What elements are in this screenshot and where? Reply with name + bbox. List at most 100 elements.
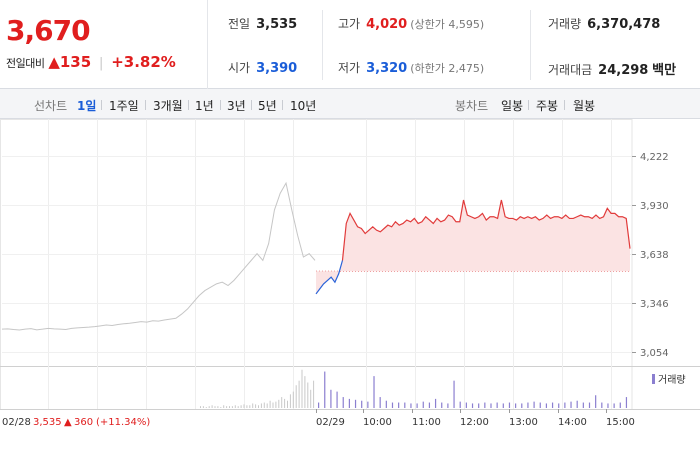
x-tick-label: 15:00 <box>606 417 635 428</box>
candle-chart-title: 봉차트 <box>455 99 489 113</box>
volume-bar-today <box>379 397 381 408</box>
divider <box>564 100 565 110</box>
tab-1y[interactable]: 1년 <box>195 99 214 113</box>
today-line-above <box>341 199 631 261</box>
volume-bar-today <box>367 401 369 408</box>
stat-value: 6,370,478 <box>587 17 661 32</box>
volume-bar-today <box>601 402 603 408</box>
x-tick-label: 12:00 <box>460 417 489 428</box>
volume-bar-prev <box>310 389 312 408</box>
change-percent: +3.82% <box>111 53 176 71</box>
chart-tab-bar: 선차트 1일 1주일 3개월 1년 3년 5년 10년 봉차트 일봉 주봉 월봉 <box>0 89 700 119</box>
volume-bar-prev <box>229 406 230 408</box>
volume-bar-today <box>582 402 584 408</box>
volume-bar-today <box>434 398 437 408</box>
tab-3m[interactable]: 3개월 <box>153 99 183 113</box>
today-line-below <box>315 260 344 295</box>
stat-turnover: 거래대금 24,298 백만 <box>548 59 676 78</box>
volume-bar-today <box>471 403 474 408</box>
stat-label: 거래대금 <box>548 63 593 77</box>
volume-bar-today <box>564 402 566 408</box>
tab-5y[interactable]: 5년 <box>258 99 277 113</box>
volume-bar-today <box>558 403 560 408</box>
volume-bar-today <box>324 371 326 408</box>
volume-bar-prev <box>237 406 239 408</box>
volume-bar-today <box>478 403 480 408</box>
tab-monthly[interactable]: 월봉 <box>573 99 596 113</box>
y-tick-label: 3,930 <box>640 201 669 212</box>
volume-bar-today <box>515 403 517 408</box>
tab-10y[interactable]: 10년 <box>290 99 317 113</box>
price-chart[interactable]: 4,222 3,930 3,638 3,346 3,054 02/29 10:00 11:0… <box>0 119 700 450</box>
volume-bar-today <box>619 402 621 408</box>
volume-bar-today <box>453 380 455 408</box>
legend-label: 거래량 <box>658 374 686 386</box>
volume-bars <box>200 369 628 408</box>
volume-bar-prev <box>231 406 233 408</box>
volume-legend: 거래량 <box>652 374 686 386</box>
stat-label: 고가 <box>338 17 361 31</box>
volume-bar-today <box>385 400 387 408</box>
volume-bar-today <box>348 398 350 408</box>
volume-bar-prev <box>252 403 254 408</box>
volume-bar-prev <box>258 405 259 408</box>
tab-1w[interactable]: 1주일 <box>109 99 139 113</box>
x-tick-label: 02/29 <box>316 417 345 428</box>
volume-bar-today <box>391 402 394 408</box>
volume-bar-prev <box>287 400 288 408</box>
up-arrow-icon: ▲ <box>48 53 60 71</box>
stat-value: 3,320 <box>366 61 408 76</box>
volume-bar-prev <box>217 406 219 408</box>
volume-bar-prev <box>214 406 216 408</box>
footer-percent: (+11.34%) <box>96 417 150 428</box>
volume-bar-prev <box>234 405 236 408</box>
volume-bar-today <box>545 403 548 408</box>
volume-bar-prev <box>243 404 245 408</box>
stat-label: 전일 <box>228 17 251 31</box>
volume-bar-today <box>484 402 486 408</box>
volume-bar-today <box>410 403 412 408</box>
volume-bar-today <box>521 403 523 408</box>
tab-1d[interactable]: 1일 <box>77 99 97 113</box>
stat-value: 3,535 <box>256 17 298 32</box>
volume-bar-today <box>373 376 375 408</box>
divider <box>322 10 323 80</box>
volume-bar-today <box>441 402 443 408</box>
stat-value: 24,298 <box>598 63 649 78</box>
volume-bar-prev <box>202 406 204 408</box>
volume-bar-prev <box>313 380 315 408</box>
volume-bar-today <box>447 403 449 408</box>
tab-weekly[interactable]: 주봉 <box>536 99 559 113</box>
y-tick-label: 3,638 <box>640 250 669 261</box>
volume-bar-today <box>330 389 332 408</box>
x-tick-label: 14:00 <box>558 417 587 428</box>
tab-daily[interactable]: 일봉 <box>501 99 524 113</box>
volume-bar-today <box>539 402 541 408</box>
price-lines <box>1 181 631 331</box>
volume-bar-today <box>318 402 320 408</box>
volume-bar-prev <box>226 406 228 408</box>
volume-bar-today <box>551 402 554 408</box>
stat-label: 거래량 <box>548 17 582 31</box>
divider <box>282 100 283 110</box>
change-row: 전일대비 ▲135 | +3.82% <box>6 53 176 71</box>
volume-bar-prev <box>211 405 213 408</box>
divider <box>145 100 146 110</box>
volume-bar-prev <box>304 376 306 408</box>
volume-bar-today <box>625 397 628 408</box>
x-tick-label: 13:00 <box>509 417 538 428</box>
volume-bar-prev <box>269 400 271 408</box>
volume-bar-prev <box>292 391 294 408</box>
x-tick-label: 11:00 <box>412 417 441 428</box>
volume-bar-prev <box>284 398 286 408</box>
tab-3y[interactable]: 3년 <box>227 99 246 113</box>
volume-bar-prev <box>220 407 222 408</box>
volume-bar-prev <box>298 380 300 408</box>
stat-open: 시가 3,390 <box>228 59 297 76</box>
footer-date: 02/28 <box>2 417 31 428</box>
volume-bar-today <box>361 400 363 408</box>
volume-bar-prev <box>246 405 248 408</box>
stat-low: 저가 3,320 (하한가 2,475) <box>338 59 484 76</box>
divider <box>530 10 531 80</box>
volume-bar-today <box>588 402 591 408</box>
